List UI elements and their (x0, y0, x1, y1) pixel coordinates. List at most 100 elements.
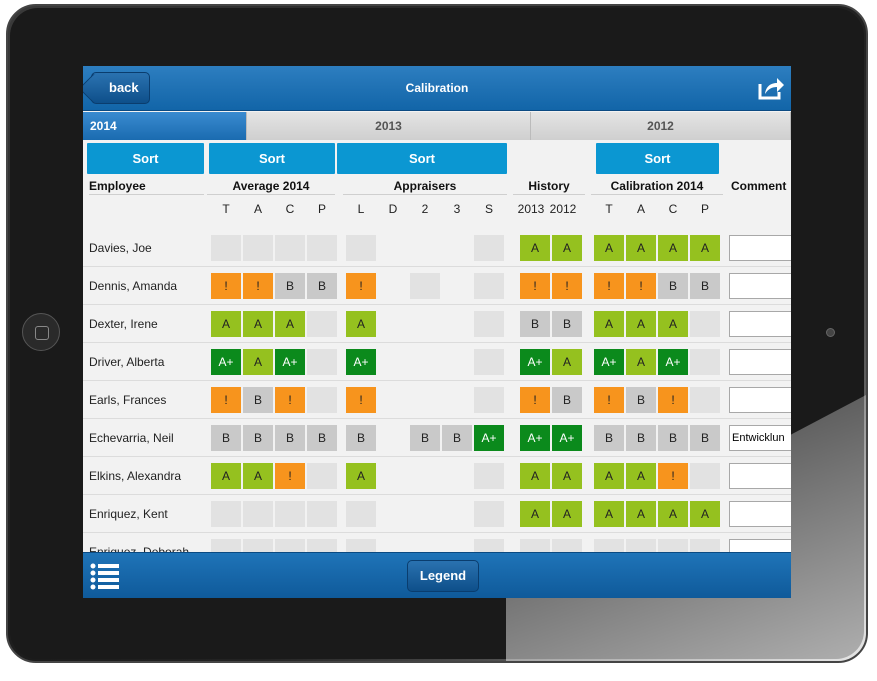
calibration-grade-cell[interactable]: A (690, 501, 720, 527)
average-grade-cell[interactable]: B (275, 273, 305, 299)
history-grade-cell[interactable]: A (520, 501, 550, 527)
average-grade-cell[interactable] (243, 501, 273, 527)
history-grade-cell[interactable]: A+ (552, 425, 582, 451)
average-grade-cell[interactable]: A (243, 349, 273, 375)
calibration-grade-cell[interactable]: B (690, 425, 720, 451)
average-grade-cell[interactable] (275, 501, 305, 527)
appraiser-grade-cell[interactable]: B (410, 425, 440, 451)
appraiser-grade-cell[interactable] (474, 387, 504, 413)
calibration-grade-cell[interactable]: B (690, 273, 720, 299)
calibration-grade-cell[interactable]: B (626, 425, 656, 451)
average-grade-cell[interactable]: ! (211, 387, 241, 413)
appraiser-grade-cell[interactable] (474, 349, 504, 375)
comment-field[interactable]: Entwicklun (729, 425, 791, 451)
history-grade-cell[interactable]: A (552, 501, 582, 527)
history-grade-cell[interactable]: A+ (520, 349, 550, 375)
average-grade-cell[interactable]: A (211, 311, 241, 337)
average-grade-cell[interactable]: B (211, 425, 241, 451)
calibration-grade-cell[interactable]: A (594, 463, 624, 489)
history-grade-cell[interactable]: ! (552, 273, 582, 299)
average-grade-cell[interactable] (307, 235, 337, 261)
list-menu-icon[interactable] (89, 561, 121, 591)
appraiser-grade-cell[interactable]: A (346, 463, 376, 489)
average-grade-cell[interactable]: A (275, 311, 305, 337)
average-grade-cell[interactable] (243, 235, 273, 261)
table-row[interactable]: Davies, Joe A A A A A A (83, 229, 791, 267)
appraiser-grade-cell[interactable]: B (346, 425, 376, 451)
calibration-grade-cell[interactable]: A (626, 235, 656, 261)
appraiser-grade-cell[interactable]: A+ (474, 425, 504, 451)
calibration-grade-cell[interactable]: A (626, 501, 656, 527)
average-grade-cell[interactable] (307, 387, 337, 413)
appraiser-grade-cell[interactable]: A+ (346, 349, 376, 375)
calibration-grade-cell[interactable] (690, 349, 720, 375)
history-grade-cell[interactable]: A (552, 235, 582, 261)
calibration-grade-cell[interactable]: A (626, 349, 656, 375)
comment-field[interactable] (729, 349, 791, 375)
average-grade-cell[interactable]: B (307, 425, 337, 451)
appraiser-grade-cell[interactable] (474, 311, 504, 337)
table-row[interactable]: Echevarria, Neil B B B B B B B A+ A+ A+ B B B B Entwick… (83, 419, 791, 457)
tab-2013[interactable]: 2013 (247, 112, 531, 140)
calibration-grade-cell[interactable]: B (658, 273, 688, 299)
history-grade-cell[interactable]: A (552, 349, 582, 375)
average-grade-cell[interactable] (307, 501, 337, 527)
average-grade-cell[interactable]: A (243, 463, 273, 489)
calibration-grade-cell[interactable]: ! (626, 273, 656, 299)
sort-calibration-button[interactable]: Sort (596, 143, 719, 174)
calibration-grade-cell[interactable]: A (626, 311, 656, 337)
appraiser-grade-cell[interactable] (410, 273, 440, 299)
calibration-grade-cell[interactable]: A (658, 235, 688, 261)
average-grade-cell[interactable]: B (243, 425, 273, 451)
comment-field[interactable] (729, 463, 791, 489)
back-button[interactable]: back (91, 72, 150, 104)
calibration-grade-cell[interactable] (690, 463, 720, 489)
history-grade-cell[interactable]: ! (520, 273, 550, 299)
calibration-grade-cell[interactable]: A+ (594, 349, 624, 375)
average-grade-cell[interactable]: A+ (211, 349, 241, 375)
appraiser-grade-cell[interactable]: B (442, 425, 472, 451)
table-row[interactable]: Dexter, Irene A A A A B B A A A (83, 305, 791, 343)
average-grade-cell[interactable]: B (243, 387, 273, 413)
comment-field[interactable] (729, 387, 791, 413)
appraiser-grade-cell[interactable] (346, 235, 376, 261)
history-grade-cell[interactable]: B (552, 387, 582, 413)
home-button[interactable] (22, 313, 60, 351)
calibration-grade-cell[interactable]: A (658, 501, 688, 527)
share-icon[interactable] (757, 75, 785, 101)
sort-appraisers-button[interactable]: Sort (337, 143, 507, 174)
average-grade-cell[interactable]: B (307, 273, 337, 299)
appraiser-grade-cell[interactable] (474, 273, 504, 299)
comment-field[interactable] (729, 273, 791, 299)
calibration-grade-cell[interactable]: A (626, 463, 656, 489)
appraiser-grade-cell[interactable] (346, 501, 376, 527)
table-row[interactable]: Elkins, Alexandra A A! A A A A A! (83, 457, 791, 495)
average-grade-cell[interactable]: ! (275, 387, 305, 413)
table-row[interactable]: Earls, Frances! B!!! B! B! (83, 381, 791, 419)
calibration-grade-cell[interactable]: A (594, 311, 624, 337)
appraiser-grade-cell[interactable] (474, 501, 504, 527)
comment-field[interactable] (729, 235, 791, 261)
calibration-grade-cell[interactable] (690, 311, 720, 337)
average-grade-cell[interactable] (307, 349, 337, 375)
calibration-grade-cell[interactable]: ! (658, 463, 688, 489)
appraiser-grade-cell[interactable]: ! (346, 387, 376, 413)
history-grade-cell[interactable]: A (552, 463, 582, 489)
history-grade-cell[interactable]: ! (520, 387, 550, 413)
calibration-grade-cell[interactable]: A (594, 501, 624, 527)
tab-2014[interactable]: 2014 (83, 112, 247, 140)
history-grade-cell[interactable]: B (520, 311, 550, 337)
calibration-grade-cell[interactable] (690, 387, 720, 413)
sort-employee-button[interactable]: Sort (87, 143, 204, 174)
calibration-grade-cell[interactable]: B (626, 387, 656, 413)
average-grade-cell[interactable] (307, 463, 337, 489)
history-grade-cell[interactable]: B (552, 311, 582, 337)
average-grade-cell[interactable]: B (275, 425, 305, 451)
appraiser-grade-cell[interactable]: A (346, 311, 376, 337)
average-grade-cell[interactable] (275, 235, 305, 261)
average-grade-cell[interactable]: A+ (275, 349, 305, 375)
average-grade-cell[interactable] (211, 235, 241, 261)
appraiser-grade-cell[interactable] (474, 235, 504, 261)
comment-field[interactable] (729, 501, 791, 527)
history-grade-cell[interactable]: A+ (520, 425, 550, 451)
